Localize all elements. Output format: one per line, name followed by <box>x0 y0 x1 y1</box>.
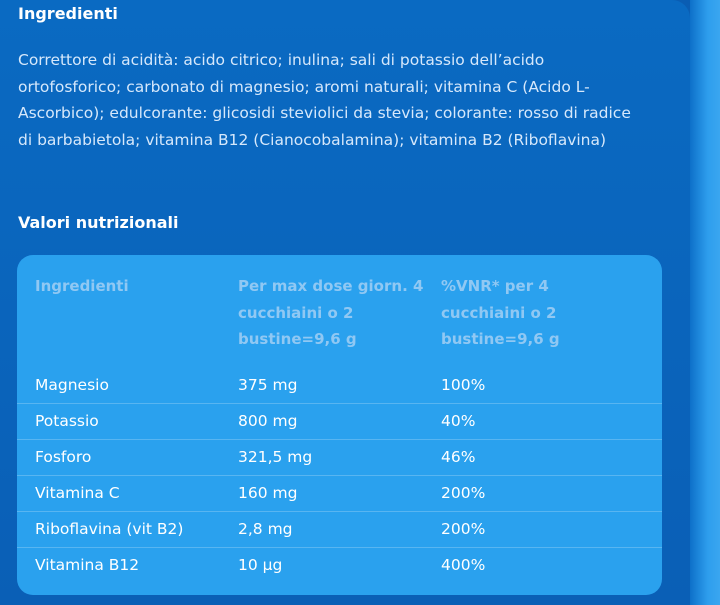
table-row: Magnesio 375 mg 100% <box>17 367 662 404</box>
table-row: Vitamina B12 10 µg 400% <box>17 547 662 583</box>
row-amount: 2,8 mg <box>238 520 293 538</box>
row-nutrient: Riboflavina (vit B2) <box>35 520 184 538</box>
row-nutrient: Fosforo <box>35 448 92 466</box>
row-vnr: 40% <box>441 412 476 430</box>
nutrition-table: Ingredienti Per max dose giorn. 4 cucchi… <box>17 255 662 595</box>
ingredients-text: Correttore di acidità: acido citrico; in… <box>18 51 631 149</box>
row-amount: 375 mg <box>238 376 298 394</box>
row-nutrient: Potassio <box>35 412 99 430</box>
nutrition-heading: Valori nutrizionali <box>18 213 179 232</box>
row-nutrient: Magnesio <box>35 376 109 394</box>
row-amount: 10 µg <box>238 556 283 574</box>
ingredients-heading: Ingredienti <box>18 4 118 23</box>
row-vnr: 200% <box>441 484 486 502</box>
table-row: Riboflavina (vit B2) 2,8 mg 200% <box>17 511 662 548</box>
side-strip <box>690 0 720 605</box>
row-nutrient: Vitamina B12 <box>35 556 140 574</box>
row-vnr: 46% <box>441 448 476 466</box>
row-nutrient: Vitamina C <box>35 484 120 502</box>
table-row: Vitamina C 160 mg 200% <box>17 475 662 512</box>
table-header-dose: Per max dose giorn. 4 cucchiaini o 2 bus… <box>238 277 424 348</box>
table-row: Potassio 800 mg 40% <box>17 403 662 440</box>
row-vnr: 200% <box>441 520 486 538</box>
table-header-ingredient: Ingredienti <box>35 277 129 295</box>
row-vnr: 400% <box>441 556 486 574</box>
table-header-vnr: %VNR* per 4 cucchiaini o 2 bustine=9,6 g <box>441 277 560 348</box>
table-row: Fosforo 321,5 mg 46% <box>17 439 662 476</box>
row-amount: 160 mg <box>238 484 298 502</box>
row-vnr: 100% <box>441 376 486 394</box>
row-amount: 800 mg <box>238 412 298 430</box>
row-amount: 321,5 mg <box>238 448 313 466</box>
